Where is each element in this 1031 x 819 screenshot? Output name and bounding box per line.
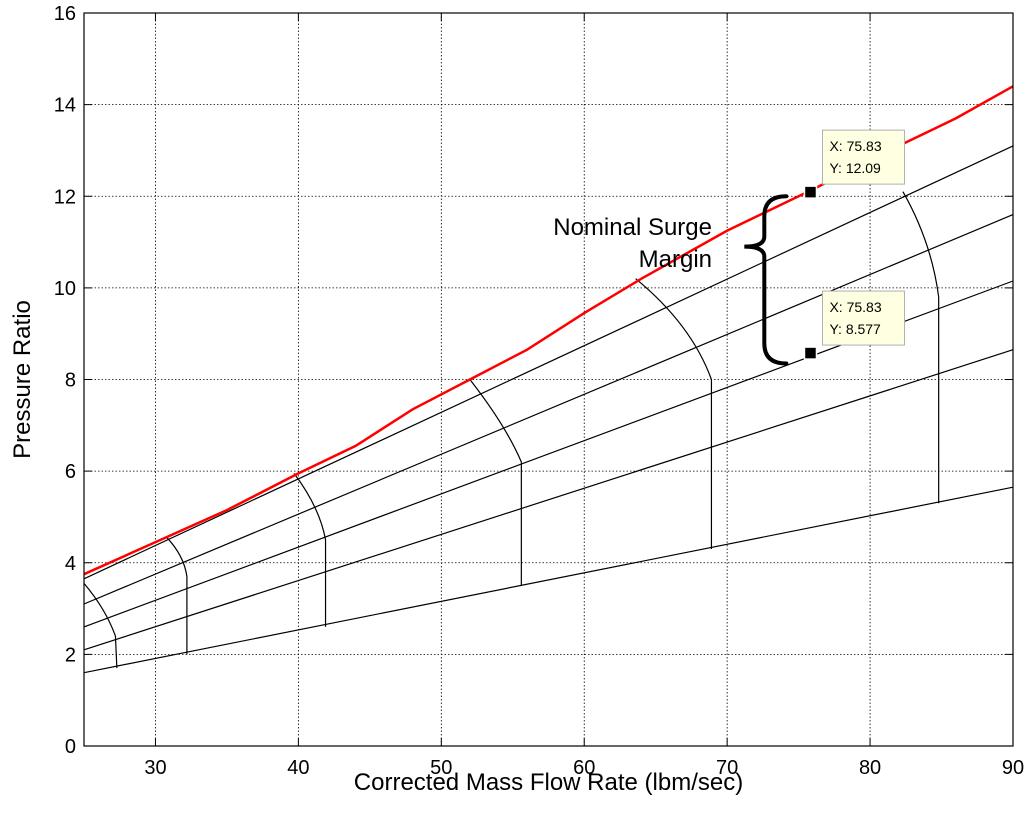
- speed-line: [902, 191, 940, 504]
- x-tick-label: 40: [287, 757, 309, 779]
- surge-margin-annotation: Nominal Surge Margin: [553, 194, 789, 366]
- datatip-marker: [803, 185, 818, 199]
- curly-brace: [744, 194, 789, 366]
- annotation-line-2: Margin: [639, 246, 712, 273]
- datatip-marker: [803, 346, 818, 360]
- operating-line: [83, 349, 1014, 651]
- axis-ticks: 30 40 50 60 70 80 90 0 2 4 6 8 10 12 14 16: [54, 3, 1024, 779]
- datatip-box: [821, 290, 905, 346]
- y-tick-label: 10: [54, 278, 76, 300]
- annotation-line-1: Nominal Surge: [553, 214, 712, 241]
- datatip-x-value: X: 75.83: [829, 299, 881, 315]
- datatip-lower[interactable]: X: 75.83 Y: 8.577: [803, 290, 905, 360]
- operating-line: [83, 214, 1014, 605]
- speed-line: [166, 537, 188, 655]
- y-tick-label: 0: [65, 736, 76, 758]
- operating-line: [83, 145, 1014, 580]
- y-tick-label: 4: [65, 553, 76, 575]
- x-tick-label: 90: [1002, 757, 1024, 779]
- datatip-y-value: Y: 8.577: [829, 321, 881, 337]
- x-tick-label: 80: [859, 757, 881, 779]
- speed-line: [293, 473, 327, 627]
- y-tick-label: 8: [65, 370, 76, 392]
- speed-line: [635, 278, 713, 550]
- datatip-box: [821, 129, 905, 185]
- datatip-x-value: X: 75.83: [829, 138, 881, 154]
- x-tick-label: 60: [573, 757, 595, 779]
- y-tick-label: 12: [54, 186, 76, 208]
- operating-line: [83, 486, 1014, 674]
- datatip-upper[interactable]: X: 75.83 Y: 12.09: [803, 129, 905, 199]
- speed-line: [469, 379, 522, 586]
- speed-lines: [83, 145, 1014, 674]
- x-tick-label: 50: [430, 757, 452, 779]
- y-tick-label: 6: [65, 461, 76, 483]
- x-tick-label: 30: [144, 757, 166, 779]
- speed-line: [83, 582, 118, 669]
- datatip-y-value: Y: 12.09: [829, 160, 881, 176]
- y-tick-label: 2: [65, 644, 76, 666]
- y-tick-label: 14: [54, 95, 76, 117]
- y-tick-label: 16: [54, 3, 76, 25]
- x-tick-label: 70: [716, 757, 738, 779]
- x-axis-label: Corrected Mass Flow Rate (lbm/sec): [354, 769, 743, 796]
- y-axis-label: Pressure Ratio: [9, 300, 36, 459]
- grid: [84, 13, 1013, 746]
